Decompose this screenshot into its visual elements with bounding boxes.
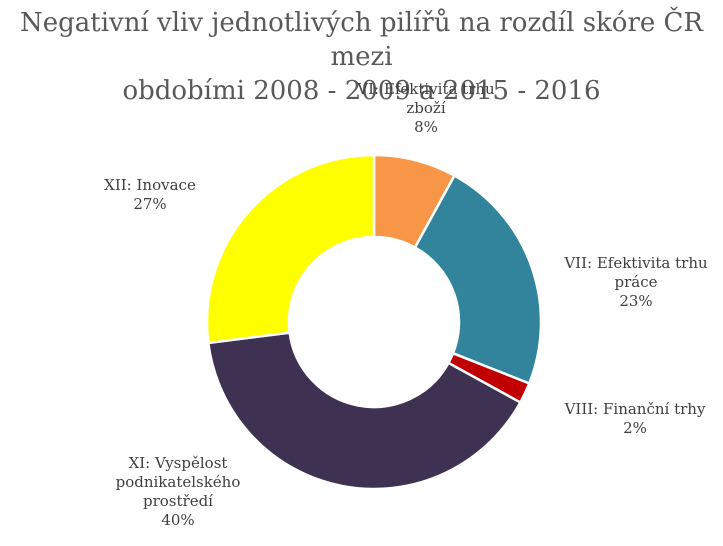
slice-percent-4: 40% [161,511,194,529]
slice-label-line: VII: Efektivita trhu [563,254,708,272]
slice-label-line: VIII: Finanční trhy [564,400,706,418]
slice-percent-5: 27% [133,195,166,213]
slice-percent-1: 8% [414,118,438,136]
slice-label-line: práce [615,273,658,291]
chart-title-line-2: obdobími 2008 - 2009 a 2015 - 2016 [122,76,601,106]
donut-slice-2 [413,173,543,386]
slice-label-line: zboží [406,99,445,117]
slice-label-line: prostředí [143,492,213,510]
slice-label-line: VI: Efektivita trhu [356,80,495,98]
slice-label-3: VIII: Finanční trhy 2% [564,400,706,437]
chart-title: Negativní vliv jednotlivých pilířů na ro… [0,6,723,108]
slice-label-1: VI: Efektivita trhu zboží 8% [356,80,495,136]
slice-label-line: podnikatelského [116,473,241,491]
slice-percent-3: 2% [623,419,647,437]
slice-label-2: VII: Efektivita trhu práce 23% [563,254,708,310]
slice-label-5: XII: Inovace 27% [104,176,196,213]
donut-slice-4 [206,331,523,491]
chart-title-line-1: Negativní vliv jednotlivých pilířů na ro… [19,8,703,72]
slice-label-line: XI: Vyspělost [129,454,228,472]
donut-slice-5 [205,153,376,345]
slice-label-line: XII: Inovace [104,176,196,194]
slice-percent-2: 23% [619,292,652,310]
slice-label-4: XI: Vyspělost podnikatelského prostředí 40% [116,454,241,529]
